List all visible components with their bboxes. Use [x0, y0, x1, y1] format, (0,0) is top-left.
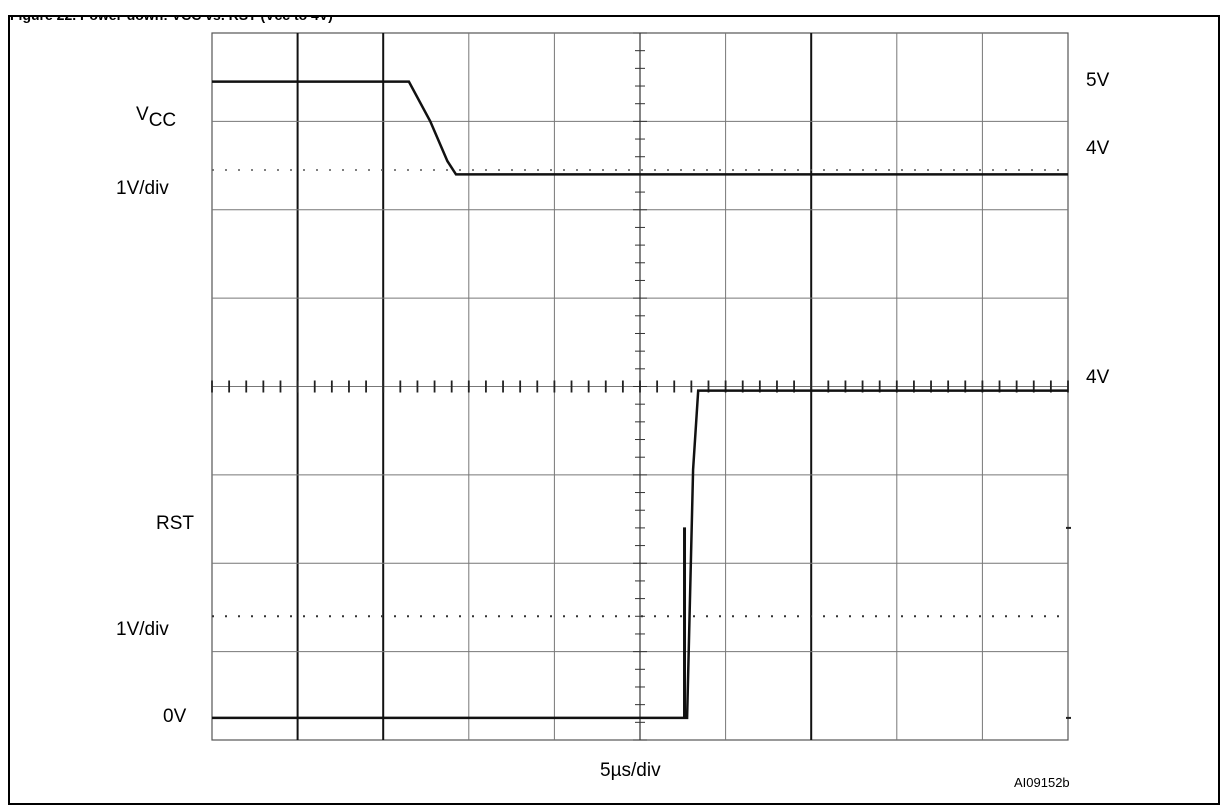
- vcc-scale-label: 1V/div: [116, 178, 169, 199]
- right-label-rst-4v: 4V: [1086, 367, 1110, 388]
- figure-code: AI09152b: [1014, 775, 1070, 790]
- right-label-vcc-4v: 4V: [1086, 138, 1110, 159]
- vcc-label: VCC: [136, 104, 176, 131]
- rst-scale-label: 1V/div: [116, 619, 169, 640]
- traces: [212, 80, 1068, 720]
- right-label-5v: 5V: [1086, 70, 1110, 91]
- vcc-trace: [212, 80, 1068, 176]
- reference-lines: [212, 169, 1071, 719]
- grid: [211, 32, 1069, 741]
- rst-trace: [212, 389, 1068, 720]
- figure-title: Figure 22. Power-down: VCC vs. RST (Vcc …: [10, 7, 333, 23]
- x-axis-label: 5µs/div: [600, 760, 661, 781]
- figure-frame: Figure 22. Power-down: VCC vs. RST (Vcc …: [8, 15, 1220, 805]
- vcc-label-main: V: [136, 104, 149, 125]
- vcc-label-sub: CC: [148, 110, 177, 131]
- rst-label: RST: [156, 513, 194, 534]
- zero-volt-label: 0V: [163, 706, 187, 727]
